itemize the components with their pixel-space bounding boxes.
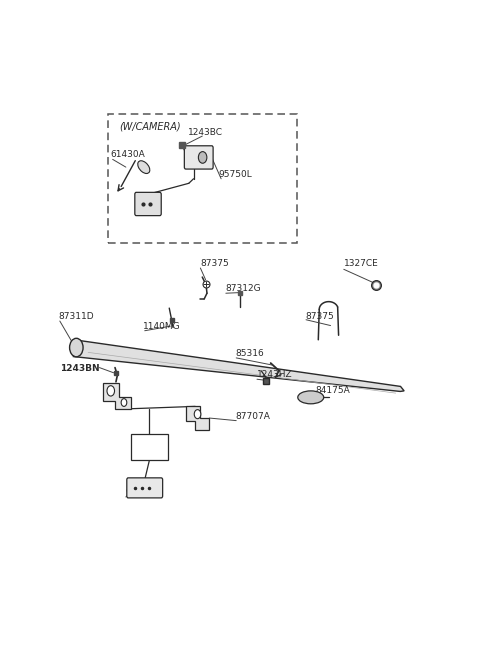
Text: 87375: 87375 [200, 259, 228, 268]
Text: 87707A: 87707A [235, 411, 270, 421]
Circle shape [70, 338, 83, 357]
Text: 92506A: 92506A [125, 488, 160, 497]
Text: 1140MG: 1140MG [144, 322, 181, 331]
Text: 87312G: 87312G [225, 284, 261, 293]
Text: 1243BC: 1243BC [188, 128, 223, 137]
FancyBboxPatch shape [184, 146, 213, 169]
Text: 1243BN: 1243BN [60, 364, 99, 373]
Polygon shape [103, 383, 131, 409]
FancyBboxPatch shape [127, 478, 163, 498]
Circle shape [198, 151, 207, 163]
FancyBboxPatch shape [135, 193, 161, 215]
Bar [131, 434, 168, 460]
Text: 1243HZ: 1243HZ [256, 370, 292, 379]
Text: 18643D: 18643D [131, 449, 166, 458]
Text: 61430A: 61430A [110, 151, 145, 159]
Circle shape [107, 386, 115, 396]
Text: 1327CE: 1327CE [344, 259, 379, 268]
Circle shape [194, 409, 201, 419]
Text: 85316: 85316 [235, 349, 264, 358]
Ellipse shape [138, 160, 150, 174]
Text: 84175A: 84175A [315, 386, 350, 396]
Ellipse shape [298, 391, 324, 403]
Text: (W/CAMERA): (W/CAMERA) [120, 122, 181, 132]
Polygon shape [73, 340, 404, 392]
Polygon shape [186, 406, 209, 430]
Text: 87375: 87375 [305, 312, 334, 321]
Bar [108, 114, 297, 244]
Circle shape [121, 399, 127, 406]
Text: 95750L: 95750L [219, 170, 252, 179]
Text: 87311D: 87311D [59, 312, 94, 321]
